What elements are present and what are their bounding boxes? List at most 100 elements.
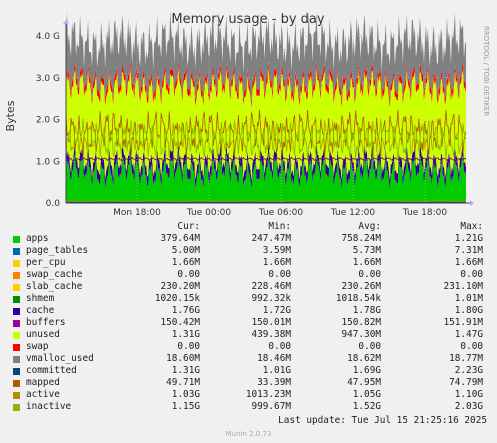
- legend-row-buffers: buffers 150.42M 150.01M 150.82M 151.91M: [0, 317, 497, 329]
- legend-row-page-tables: page_tables 5.00M 3.59M 5.73M 7.31M: [0, 245, 497, 257]
- max-value: 1.21G: [454, 233, 483, 244]
- legend-row-slab-cache: slab_cache 230.20M 228.46M 230.26M 231.10M: [0, 281, 497, 293]
- x-tick-label: Tue 18:00: [402, 208, 447, 218]
- max-value: 1.80G: [454, 305, 483, 316]
- legend-name: slab_cache: [26, 281, 83, 292]
- max-value: 2.23G: [454, 365, 483, 376]
- legend-row-active: active 1.03G 1013.23M 1.05G 1.10G: [0, 389, 497, 401]
- min-value: 0.00: [268, 269, 291, 280]
- y-axis-arrow: [63, 20, 69, 24]
- line-inactive: [65, 118, 467, 161]
- avg-value: 150.82M: [341, 317, 381, 328]
- max-value: 7.31M: [454, 245, 483, 256]
- cur-value: 0.00: [177, 269, 200, 280]
- max-value: 1.66M: [454, 257, 483, 268]
- legend-name: cache: [26, 305, 55, 316]
- x-tick-label: Tue 06:00: [258, 208, 303, 218]
- cur-value: 18.60M: [166, 353, 200, 364]
- min-value: 1013.23M: [245, 389, 291, 400]
- legend-name: swap: [26, 341, 49, 352]
- min-value: 18.46M: [257, 353, 291, 364]
- avg-value: 1018.54k: [335, 293, 381, 304]
- legend-swatch: [13, 308, 20, 315]
- cur-value: 1.66M: [171, 257, 200, 268]
- cur-value: 0.00: [177, 341, 200, 352]
- cur-value: 1020.15k: [154, 293, 200, 304]
- legend-swatch: [13, 380, 20, 387]
- avg-value: 1.66M: [352, 257, 381, 268]
- legend-row-shmem: shmem 1020.15k 992.32k 1018.54k 1.01M: [0, 293, 497, 305]
- col-avg: Avg:: [358, 221, 381, 232]
- legend-table: Cur: Min: Avg: Max: apps 379.64M 247.47M 75…: [0, 221, 497, 413]
- legend-name: shmem: [26, 293, 55, 304]
- legend-name: mapped: [26, 377, 60, 388]
- legend-row-committed: committed 1.31G 1.01G 1.69G 2.23G: [0, 365, 497, 377]
- cur-value: 1.31G: [171, 329, 200, 340]
- min-value: 999.67M: [251, 401, 291, 412]
- legend-swatch: [13, 392, 20, 399]
- y-axis-label: Bytes: [4, 100, 17, 131]
- avg-value: 947.30M: [341, 329, 381, 340]
- min-value: 247.47M: [251, 233, 291, 244]
- legend-swatch: [13, 296, 20, 303]
- max-value: 74.79M: [449, 377, 483, 388]
- legend-name: inactive: [26, 401, 72, 412]
- line-mapped: [65, 199, 467, 203]
- max-value: 1.10G: [454, 389, 483, 400]
- min-value: 1.66M: [262, 257, 291, 268]
- col-max: Max:: [460, 221, 483, 232]
- x-axis-arrow: [470, 200, 474, 206]
- min-value: 1.72G: [262, 305, 291, 316]
- legend-swatch: [13, 404, 20, 411]
- legend-name: active: [26, 389, 60, 400]
- last-update: Last update: Tue Jul 15 21:25:16 2025: [278, 415, 487, 426]
- min-value: 3.59M: [262, 245, 291, 256]
- legend-name: page_tables: [26, 245, 89, 256]
- y-tick-label: 1.0 G: [36, 157, 60, 167]
- legend-name: apps: [26, 233, 49, 244]
- line-active: [65, 156, 467, 162]
- cur-value: 379.64M: [160, 233, 200, 244]
- legend-row-swap: swap 0.00 0.00 0.00 0.00: [0, 341, 497, 353]
- avg-value: 18.62M: [347, 353, 381, 364]
- legend-row-per-cpu: per_cpu 1.66M 1.66M 1.66M 1.66M: [0, 257, 497, 269]
- max-value: 0.00: [460, 341, 483, 352]
- legend-row-swap-cache: swap_cache 0.00 0.00 0.00 0.00: [0, 269, 497, 281]
- munin-version: Munin 2.0.73: [225, 430, 272, 438]
- y-axis-ticks: 0.0 1.0 G 2.0 G 3.0 G 4.0 G: [36, 32, 60, 209]
- legend-row-mapped: mapped 49.71M 33.39M 47.95M 74.79M: [0, 377, 497, 389]
- x-axis-ticks: Mon 18:00 Tue 00:00 Tue 06:00 Tue 12:00 Tue …: [113, 208, 447, 218]
- legend-swatch: [13, 248, 20, 255]
- min-value: 150.01M: [251, 317, 291, 328]
- legend-row-apps: apps 379.64M 247.47M 758.24M 1.21G: [0, 233, 497, 245]
- avg-value: 1.52G: [352, 401, 381, 412]
- max-value: 1.01M: [454, 293, 483, 304]
- legend-swatch: [13, 320, 20, 327]
- min-value: 0.00: [268, 341, 291, 352]
- avg-value: 0.00: [358, 269, 381, 280]
- x-tick-label: Mon 18:00: [113, 208, 161, 218]
- y-tick-label: 2.0 G: [36, 116, 60, 126]
- cur-value: 1.03G: [171, 389, 200, 400]
- y-tick-label: 0.0: [46, 199, 61, 209]
- min-value: 439.38M: [251, 329, 291, 340]
- legend-name: committed: [26, 365, 77, 376]
- max-value: 2.03G: [454, 401, 483, 412]
- area-apps: [66, 152, 466, 203]
- legend-name: unused: [26, 329, 60, 340]
- rrdtool-credit: RRDTOOL / TOBI OETIKER: [482, 26, 490, 116]
- cur-value: 1.31G: [171, 365, 200, 376]
- legend-swatch: [13, 356, 20, 363]
- area-slab-cache: [66, 142, 466, 191]
- plot-area: [65, 10, 467, 203]
- x-tick-label: Tue 12:00: [330, 208, 375, 218]
- cur-value: 1.15G: [171, 401, 200, 412]
- area-buffers: [66, 61, 466, 108]
- legend-name: vmalloc_used: [26, 353, 94, 364]
- cur-value: 150.42M: [160, 317, 200, 328]
- legend-swatch: [13, 284, 20, 291]
- legend-name: swap_cache: [26, 269, 83, 280]
- avg-value: 230.26M: [341, 281, 381, 292]
- min-value: 228.46M: [251, 281, 291, 292]
- legend-swatch: [13, 236, 20, 243]
